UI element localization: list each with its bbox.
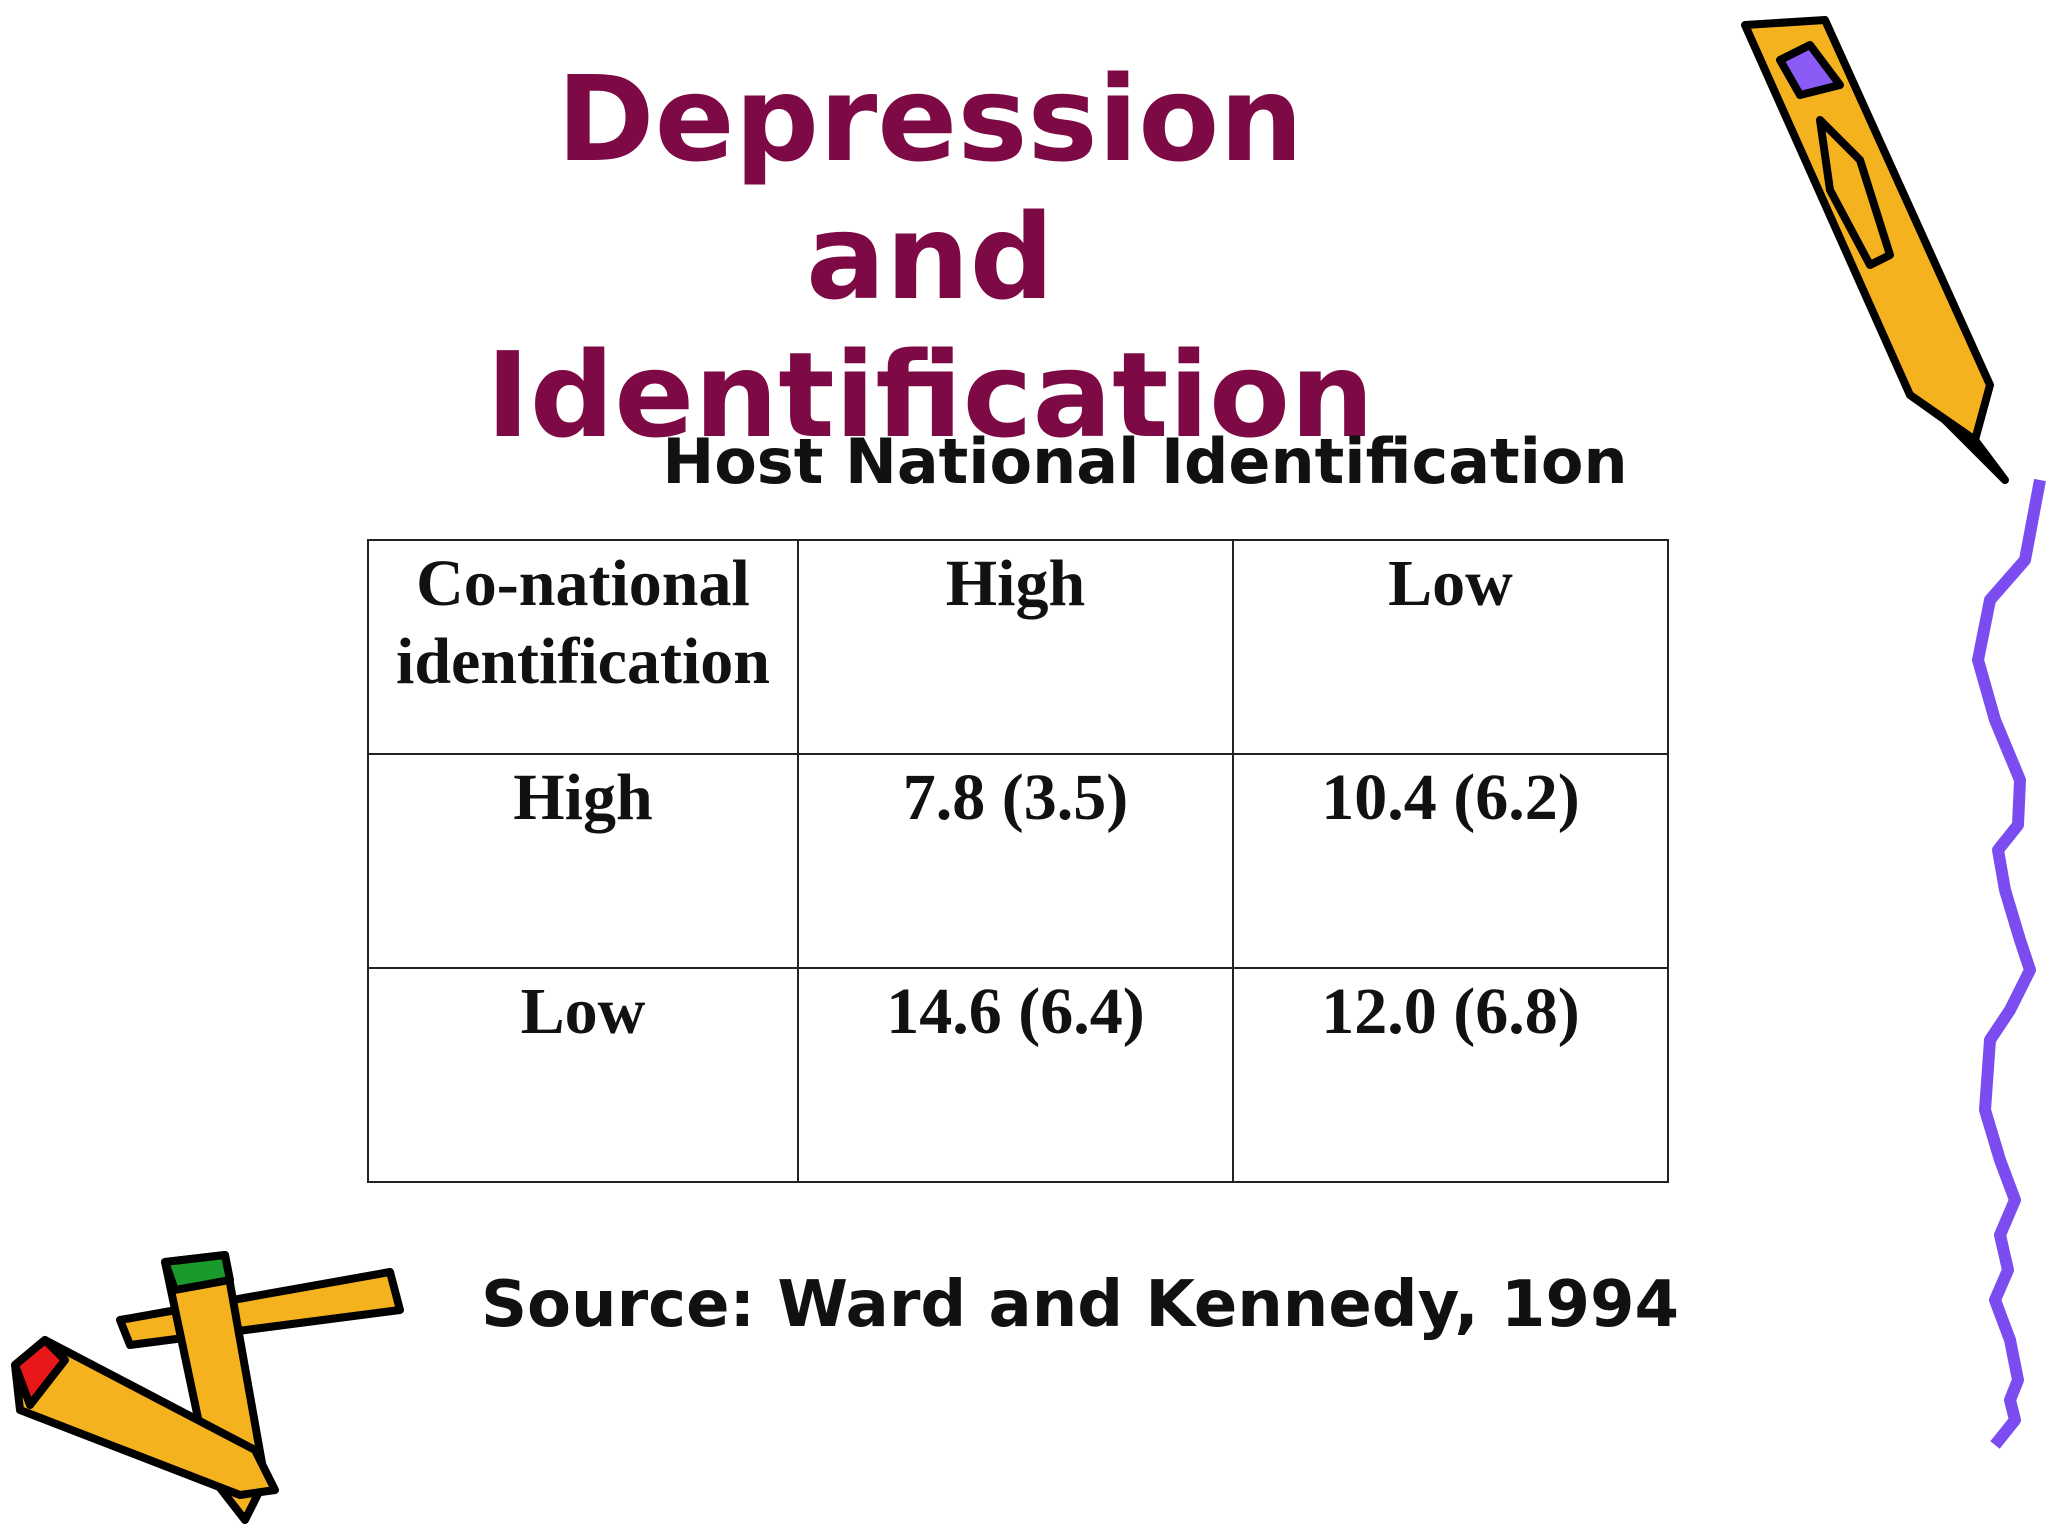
squiggle: [1972, 478, 2046, 1449]
data-table: Co-national identification High Low High…: [367, 539, 1669, 1183]
table-row: Low 14.6 (6.4) 12.0 (6.8): [367, 967, 1669, 1183]
table-cell: 12.0 (6.8): [1232, 967, 1669, 1183]
header-row: Co-national identification High Low: [367, 539, 1669, 755]
header-cell: Low: [1232, 539, 1669, 755]
pencils-bottom-left: [11, 1251, 404, 1524]
source-note: Source: Ward and Kennedy, 1994: [480, 1268, 1680, 1342]
table-cell: 14.6 (6.4): [797, 967, 1234, 1183]
header-cell: Co-national identification: [367, 539, 799, 755]
slide-title: Depression and Identification: [485, 50, 1375, 464]
table-row: High 7.8 (3.5) 10.4 (6.2): [367, 753, 1669, 969]
table-caption: Host National Identification: [662, 425, 1628, 498]
pencil-top-right: [1741, 16, 2009, 484]
table-cell: 10.4 (6.2): [1232, 753, 1669, 969]
row-label: High: [367, 753, 799, 969]
row-label: Low: [367, 967, 799, 1183]
table-cell: 7.8 (3.5): [797, 753, 1234, 969]
header-cell: High: [797, 539, 1234, 755]
